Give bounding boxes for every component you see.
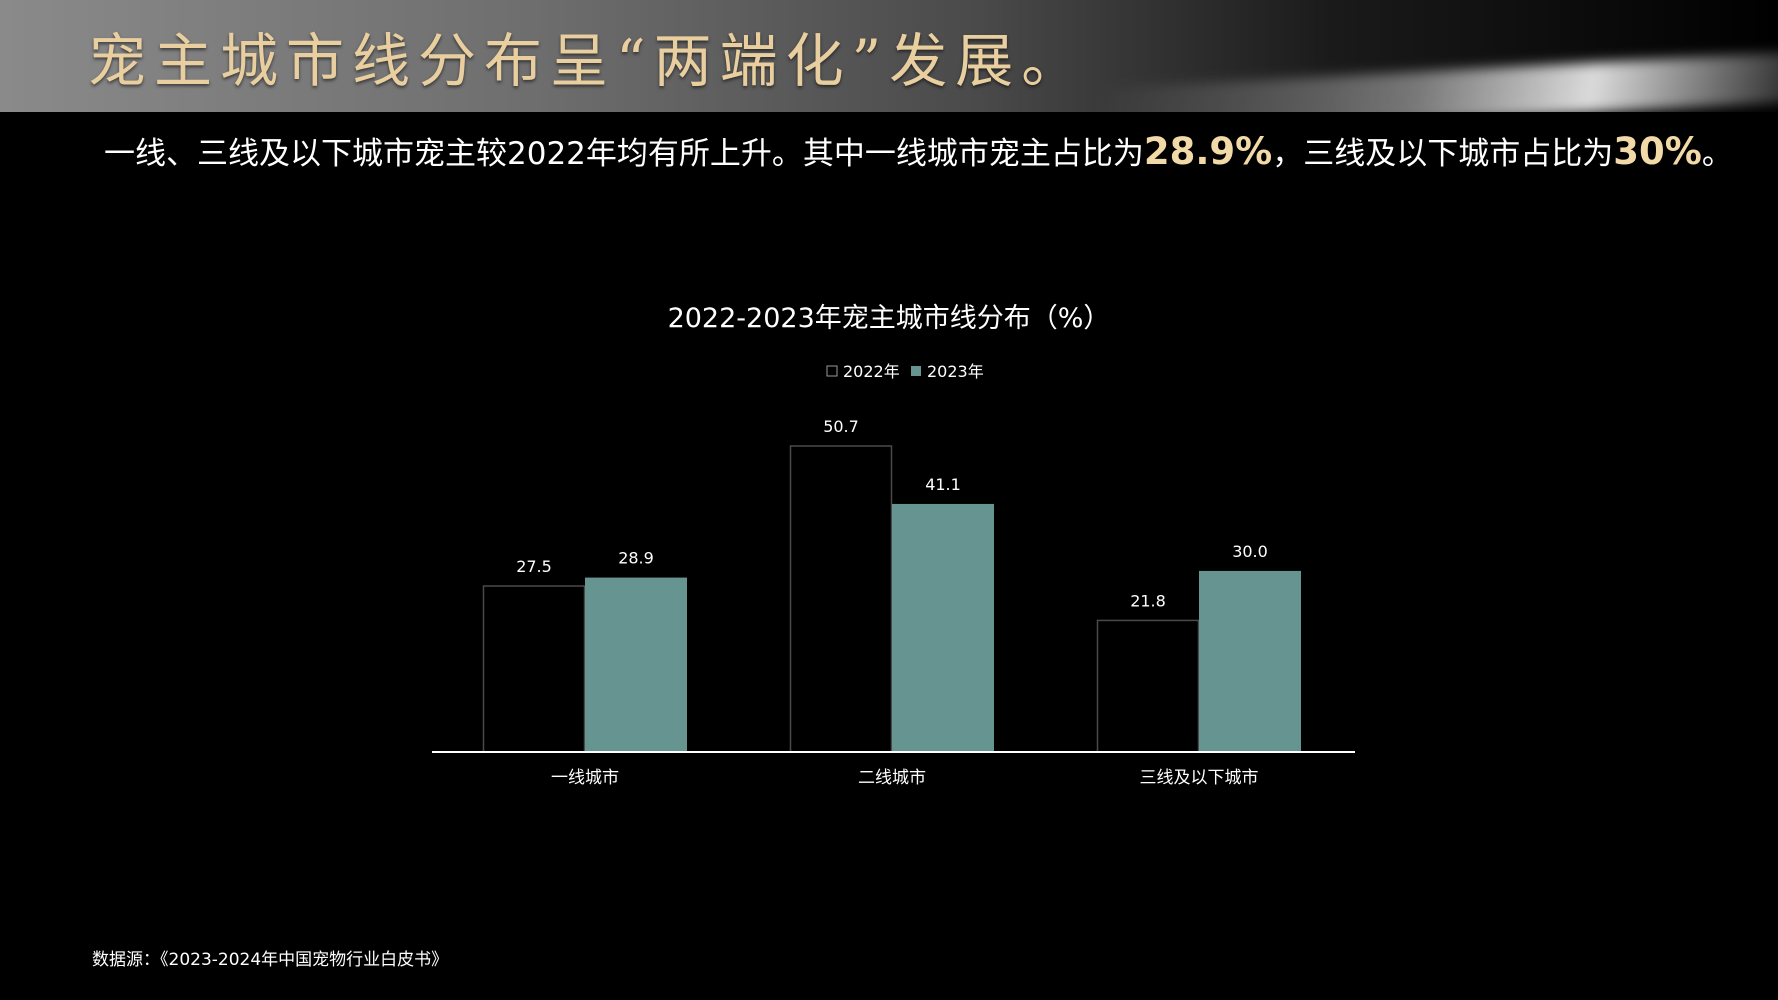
subtitle: 一线、三线及以下城市宠主较2022年均有所上升。其中一线城市宠主占比为28.9%… (104, 128, 1733, 173)
data-label-2023-2: 41.1 (925, 475, 961, 494)
data-label-2022-3: 21.8 (1130, 591, 1166, 610)
source-note: 数据源：《2023-2024年中国宠物行业白皮书》 (92, 950, 449, 970)
data-label-2023-3: 30.0 (1232, 542, 1268, 561)
data-label-2022-1: 27.5 (516, 557, 552, 576)
bar-2022-3 (1096, 619, 1200, 753)
bar-2023-3 (1199, 570, 1301, 752)
bar-2023-2 (892, 503, 994, 752)
subtitle-highlight-2: 30% (1613, 130, 1702, 173)
legend-swatch-2022 (826, 365, 838, 377)
page-title: 宠主城市线分布呈“两端化”发展。 (88, 27, 1088, 95)
header-band: 宠主城市线分布呈“两端化”发展。 (0, 0, 1778, 112)
bar-2023-1 (585, 577, 687, 752)
chart-title: 2022-2023年宠主城市线分布（%） (668, 303, 1111, 334)
subtitle-text-1: 一线、三线及以下城市宠主较2022年均有所上升。其中一线城市宠主占比为 (104, 136, 1144, 172)
category-label-1: 一线城市 (551, 768, 619, 788)
category-label-2: 二线城市 (858, 768, 926, 788)
data-label-2023-1: 28.9 (618, 549, 654, 568)
category-label-3: 三线及以下城市 (1140, 768, 1259, 788)
legend-label-2022: 2022年 (843, 362, 900, 381)
legend-swatch-2023 (911, 366, 921, 376)
subtitle-highlight-1: 28.9% (1143, 130, 1273, 173)
data-label-2022-2: 50.7 (823, 417, 859, 436)
bar-2022-1 (482, 585, 586, 753)
legend-label-2023: 2023年 (927, 362, 984, 381)
subtitle-text-3: 。 (1701, 136, 1733, 172)
subtitle-text-2: ，三线及以下城市占比为 (1272, 136, 1614, 172)
bar-2022-2 (789, 445, 893, 753)
